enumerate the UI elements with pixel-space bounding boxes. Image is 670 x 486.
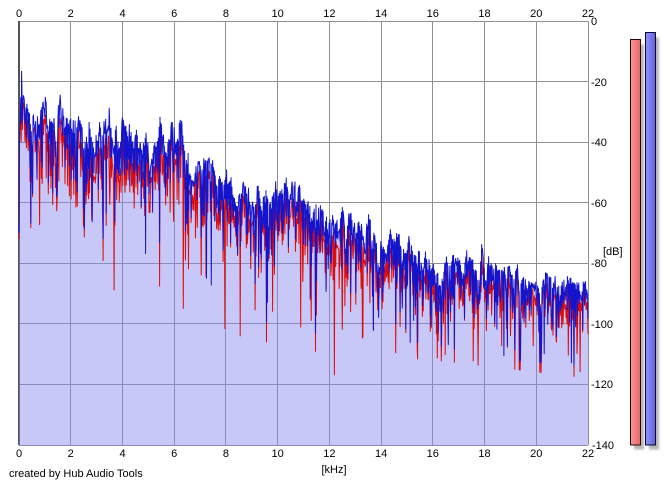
svg-text:4: 4 [119, 8, 125, 20]
svg-text:14: 14 [375, 8, 387, 20]
svg-text:18: 18 [478, 448, 490, 460]
svg-text:20: 20 [530, 448, 542, 460]
svg-text:[dB]: [dB] [603, 246, 623, 258]
svg-text:22: 22 [582, 8, 594, 20]
svg-text:-60: -60 [591, 198, 607, 210]
svg-text:-40: -40 [591, 137, 607, 149]
svg-text:2: 2 [68, 8, 74, 20]
svg-text:14: 14 [375, 448, 387, 460]
svg-text:16: 16 [427, 448, 439, 460]
svg-text:4: 4 [119, 448, 125, 460]
svg-text:22: 22 [582, 448, 594, 460]
svg-text:0: 0 [16, 8, 22, 20]
svg-text:-100: -100 [591, 319, 613, 331]
svg-text:8: 8 [223, 8, 229, 20]
svg-text:18: 18 [478, 8, 490, 20]
svg-text:20: 20 [530, 8, 542, 20]
svg-text:10: 10 [271, 8, 283, 20]
svg-text:-120: -120 [591, 379, 613, 391]
svg-text:[kHz]: [kHz] [321, 464, 346, 476]
svg-text:-80: -80 [591, 258, 607, 270]
svg-text:12: 12 [323, 448, 335, 460]
svg-text:12: 12 [323, 8, 335, 20]
svg-text:2: 2 [68, 448, 74, 460]
svg-text:created by Hub Audio Tools: created by Hub Audio Tools [9, 468, 143, 480]
svg-text:-140: -140 [592, 440, 614, 452]
svg-text:0: 0 [16, 448, 22, 460]
svg-text:-20: -20 [591, 77, 607, 89]
svg-text:16: 16 [427, 8, 439, 20]
svg-text:6: 6 [171, 448, 177, 460]
svg-text:10: 10 [271, 448, 283, 460]
svg-text:8: 8 [223, 448, 229, 460]
svg-text:0: 0 [591, 16, 597, 28]
svg-text:6: 6 [171, 8, 177, 20]
